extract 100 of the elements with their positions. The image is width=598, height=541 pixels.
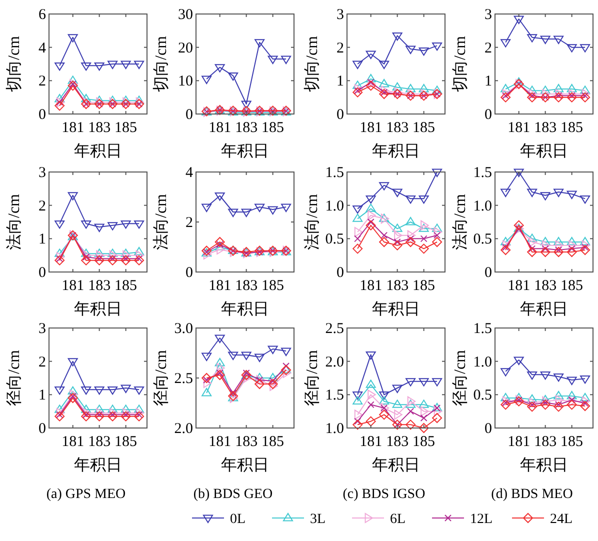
point [566, 92, 577, 102]
point [56, 252, 65, 262]
y-tick-label: 0 [38, 107, 46, 123]
x-tick-label: 181 [508, 434, 530, 450]
point [418, 224, 429, 232]
point [94, 386, 104, 395]
x-tick-label: 181 [508, 278, 530, 294]
point [566, 247, 577, 257]
point [554, 391, 564, 400]
point [94, 62, 104, 71]
y-axis-title: 切向/cm [451, 35, 469, 92]
y-tick-label: 2.5 [174, 371, 193, 387]
point [81, 411, 92, 422]
point [54, 248, 65, 257]
point [527, 371, 538, 380]
point [241, 208, 252, 217]
point [527, 86, 538, 94]
y-tick-label: 1.5 [473, 321, 492, 337]
point [94, 248, 104, 257]
point [392, 400, 402, 408]
point [568, 92, 576, 100]
x-tick-label: 183 [235, 120, 258, 136]
point [555, 395, 564, 405]
y-tick-label: 2.0 [325, 354, 344, 370]
point [352, 391, 363, 400]
point [406, 84, 416, 92]
x-tick-label: 183 [386, 120, 409, 136]
point [392, 32, 402, 41]
legend-label: 24L [550, 512, 573, 527]
point [82, 408, 92, 418]
y-tick-label: 2 [484, 40, 492, 56]
legend-label: 6L [390, 512, 406, 527]
point [203, 378, 212, 388]
y-axis-title: 径向/cm [153, 349, 170, 406]
point [134, 404, 144, 413]
x-axis-title: 年积日 [372, 143, 420, 160]
point [392, 188, 402, 197]
point [68, 76, 78, 84]
x-tick-label: 181 [508, 120, 530, 136]
point [540, 36, 550, 44]
point [94, 404, 104, 413]
point [108, 255, 118, 266]
y-tick-label: 0 [484, 421, 492, 437]
point [214, 237, 225, 247]
point [366, 416, 376, 426]
x-tick-label: 181 [208, 434, 232, 450]
point [68, 34, 78, 42]
point [94, 255, 104, 266]
point [82, 250, 92, 260]
x-tick-label: 185 [262, 278, 284, 294]
y-tick-label: 0 [484, 107, 492, 123]
legend-label: 12L [470, 512, 493, 527]
point [432, 237, 442, 247]
x-tick-label: 183 [235, 278, 258, 294]
point [379, 79, 390, 88]
point [379, 60, 390, 69]
point [418, 244, 429, 254]
y-tick-label: 3 [484, 7, 492, 23]
point [281, 348, 292, 356]
point [540, 237, 550, 246]
point [379, 89, 390, 99]
point [580, 375, 590, 384]
y-axis-title: 切向/cm [5, 35, 23, 92]
point [216, 363, 225, 373]
point [228, 72, 238, 81]
point [406, 378, 416, 386]
point [216, 244, 225, 254]
point [366, 50, 376, 59]
point [432, 86, 442, 94]
point [500, 92, 511, 102]
point [528, 89, 538, 99]
point [406, 217, 416, 226]
point [580, 245, 590, 255]
point [379, 396, 390, 405]
point [282, 362, 290, 370]
point [354, 227, 363, 237]
point [122, 250, 131, 260]
point [406, 420, 416, 430]
point [566, 237, 577, 246]
x-tick-label: 185 [412, 120, 436, 136]
point [81, 404, 92, 413]
point [514, 16, 524, 24]
x-axis-title: 年积日 [520, 457, 568, 474]
point [540, 371, 550, 380]
point [281, 56, 292, 64]
y-tick-label: 0 [38, 265, 46, 281]
point [555, 240, 564, 250]
point [514, 220, 524, 230]
x-tick-label: 185 [560, 434, 584, 450]
point [380, 86, 390, 96]
x-tick-label: 181 [360, 120, 382, 136]
point [566, 400, 577, 410]
x-tick-label: 185 [262, 434, 284, 450]
x-axis-title: 年积日 [520, 301, 568, 318]
point [420, 414, 428, 422]
point [367, 218, 374, 226]
point [68, 358, 78, 366]
point [432, 224, 442, 232]
point [380, 232, 388, 239]
point [68, 386, 78, 395]
